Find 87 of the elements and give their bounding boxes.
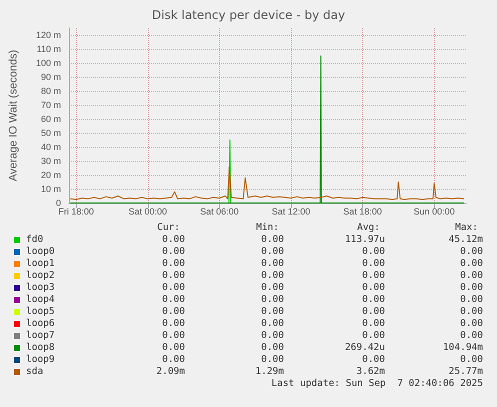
text: 0.00 [162,282,185,294]
text: Last update: Sun Sep 7 02:40:06 2025 [271,378,483,390]
legend-label: fd0 [26,234,44,246]
text: 0.00 [460,306,483,318]
text: 0.00 [460,258,483,270]
text: 104.94m [442,342,483,354]
text: 0.00 [162,342,185,354]
x-tick-label: Sat 12:00 [272,206,310,216]
text: 0.00 [362,294,385,306]
text: 0.00 [460,270,483,282]
text: 0.00 [362,318,385,330]
y-tick-label: 100 m [36,58,61,68]
legend-label: loop6 [26,318,55,330]
x-tick-label: Sat 00:00 [128,206,168,216]
legend-label: loop4 [26,294,55,306]
text: 0.00 [362,354,385,366]
y-tick-label: 50 m [40,128,61,138]
text: 0.00 [261,258,284,270]
text: 0.00 [162,234,185,246]
y-tick-label: 90 m [40,72,61,82]
line-series [70,166,465,200]
y-axis-title: Average IO Wait (seconds) [8,50,20,182]
text: 0.00 [362,306,385,318]
text: 0.00 [460,282,483,294]
text: 0.00 [162,258,185,270]
text: 1.29m [255,366,284,378]
text: 0.00 [261,354,284,366]
text: 0.00 [261,342,284,354]
text: 0.00 [460,294,483,306]
y-tick-label: 70 m [40,100,61,110]
text: 0.00 [460,246,483,258]
text: 0.00 [362,330,385,342]
text: 269.42u [344,342,385,354]
y-tick-label: 110 m [36,44,61,54]
text: 0.00 [162,318,185,330]
legend-label: loop5 [26,306,55,318]
chart-title: Disk latency per device - by day [152,8,346,22]
x-tick-label: Fri 18:00 [58,206,94,216]
text: 0.00 [460,318,483,330]
text: 0.00 [362,246,385,258]
y-tick-label: 80 m [40,86,61,96]
text: 0.00 [162,354,185,366]
text: 0.00 [261,318,284,330]
x-tick-label: Sun 00:00 [414,206,455,216]
y-tick-label: 10 m [40,184,61,194]
text: Max: [455,222,478,234]
text: 0.00 [261,294,284,306]
text: 0.00 [362,270,385,282]
text: 45.12m [448,234,483,246]
legend-label: loop7 [26,330,55,342]
text: 0.00 [261,306,284,318]
legend-label: sda [26,366,44,378]
y-tick-label: 120 m [36,30,61,40]
legend-label: loop8 [26,342,55,354]
text: 0.00 [261,270,284,282]
x-tick-label: Sat 06:00 [200,206,239,216]
y-tick-label: 30 m [40,156,61,166]
text: 0.00 [261,330,284,342]
legend-label: loop0 [26,246,55,258]
text: 0.00 [362,282,385,294]
y-tick-label: 20 m [40,170,61,180]
text: 0.00 [460,354,483,366]
text: 0.00 [261,234,284,246]
text: 0.00 [162,270,185,282]
text: Min: [256,222,279,234]
text: 0.00 [460,330,483,342]
text: 0.00 [261,282,284,294]
legend-label: loop9 [26,354,55,366]
x-tick-label: Sat 18:00 [343,206,382,216]
text: 25.77m [448,366,483,378]
y-tick-label: 0 [56,198,61,208]
text: 0.00 [162,330,185,342]
text: Avg: [357,222,380,234]
text: 0.00 [162,306,185,318]
text: 0.00 [261,246,284,258]
text: Cur: [157,222,180,234]
text: 3.62m [356,366,385,378]
y-tick-label: 40 m [40,142,61,152]
text: 0.00 [162,294,185,306]
legend-label: loop2 [26,270,55,282]
text: 0.00 [162,246,185,258]
legend-label: loop3 [26,282,55,294]
text: 113.97u [344,234,385,246]
legend-label: loop1 [26,258,55,270]
text: 2.09m [156,366,185,378]
text: 0.00 [362,258,385,270]
y-tick-label: 60 m [40,114,61,124]
